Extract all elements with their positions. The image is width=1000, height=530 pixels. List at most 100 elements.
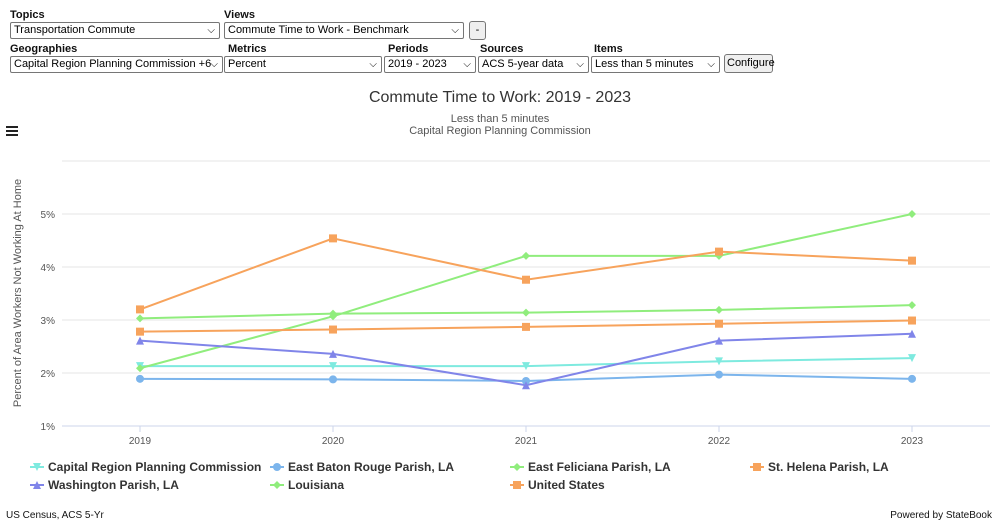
legend-label: East Baton Rouge Parish, LA (288, 460, 455, 474)
periods-control: Periods 2019 - 2023 ⌵ (384, 43, 476, 73)
chart-title: Commute Time to Work: 2019 - 2023 (368, 89, 632, 106)
data-point[interactable] (329, 325, 337, 334)
views-value: Commute Time to Work - Benchmark (228, 24, 409, 36)
legend-item[interactable]: St. Helena Parish, LA (750, 460, 889, 474)
data-point[interactable] (908, 354, 916, 363)
items-select[interactable]: Less than 5 minutes ⌵ (591, 56, 720, 73)
diamond-marker-icon (270, 481, 284, 489)
chart-subtitle-item: Less than 5 minutes (450, 113, 550, 125)
data-point[interactable] (329, 234, 337, 243)
data-point[interactable] (136, 305, 144, 314)
square-marker-icon (510, 481, 524, 489)
configure-button[interactable]: Configure (724, 54, 775, 73)
y-tick-label: 4% (41, 263, 56, 274)
series-line[interactable] (139, 213, 913, 370)
data-point[interactable] (908, 256, 916, 265)
data-point[interactable] (715, 247, 723, 256)
x-tick-label: 2023 (901, 436, 924, 447)
data-point[interactable] (522, 275, 530, 284)
data-point[interactable] (329, 309, 337, 318)
chevron-down-icon: ⌵ (463, 59, 471, 70)
remove-view-button[interactable]: - (469, 21, 486, 40)
legend-marker[interactable] (33, 481, 41, 489)
line-chart: 1% 2% 3% 4% 5% 2019 2020 2021 2022 2023 Percent o… (12, 160, 990, 447)
hamburger-icon[interactable] (6, 126, 18, 138)
topics-control: Topics Transportation Commute ⌵ (10, 9, 220, 39)
metrics-label: Metrics (228, 43, 267, 55)
data-point[interactable] (908, 301, 916, 310)
legend-marker[interactable] (513, 463, 521, 471)
data-point[interactable] (522, 308, 530, 317)
data-point[interactable] (908, 374, 916, 383)
chevron-down-icon: ⌵ (576, 59, 584, 70)
sources-value: ACS 5-year data (482, 58, 564, 70)
data-point[interactable] (715, 370, 723, 379)
square-marker-icon (750, 463, 764, 471)
data-point[interactable] (522, 251, 530, 260)
geographies-control: Geographies Capital Region Planning Comm… (10, 43, 223, 73)
metrics-select[interactable]: Percent ⌵ (224, 56, 382, 73)
data-point[interactable] (329, 349, 337, 358)
triangle-down-marker-icon (30, 463, 44, 471)
data-point[interactable] (329, 362, 337, 371)
data-point[interactable] (715, 319, 723, 328)
data-point[interactable] (136, 336, 144, 345)
diamond-marker-icon (510, 463, 524, 471)
data-point[interactable] (715, 336, 723, 345)
legend-marker[interactable] (33, 463, 41, 471)
x-tick-label: 2020 (322, 436, 345, 447)
source-note: US Census, ACS 5-Yr (6, 510, 104, 521)
periods-select[interactable]: 2019 - 2023 ⌵ (384, 56, 476, 73)
metrics-value: Percent (228, 58, 266, 70)
data-point[interactable] (136, 327, 144, 336)
data-point[interactable] (522, 376, 530, 385)
data-point[interactable] (908, 329, 916, 338)
legend-item[interactable]: United States (510, 478, 605, 492)
powered-by[interactable]: Powered by StateBook (890, 510, 992, 521)
sources-select[interactable]: ACS 5-year data ⌵ (478, 56, 589, 73)
data-point[interactable] (715, 305, 723, 314)
data-point[interactable] (136, 364, 144, 373)
legend-item[interactable]: East Feliciana Parish, LA (510, 460, 671, 474)
data-point[interactable] (908, 210, 916, 218)
legend-item[interactable]: Capital Region Planning Commission (30, 460, 261, 474)
triangle-marker-icon (30, 481, 44, 489)
legend-item[interactable]: Washington Parish, LA (30, 478, 179, 492)
data-point[interactable] (136, 314, 144, 323)
chevron-down-icon: ⌵ (210, 59, 218, 70)
legend-item[interactable]: Louisiana (270, 478, 344, 492)
legend-marker[interactable] (273, 481, 281, 489)
data-point[interactable] (522, 362, 530, 371)
legend-label: Capital Region Planning Commission (48, 460, 262, 474)
geographies-select[interactable]: Capital Region Planning Commission +6 ⌵ (10, 56, 223, 73)
data-point[interactable] (522, 322, 530, 331)
legend-marker[interactable] (513, 481, 521, 489)
x-tick-label: 2019 (129, 436, 152, 447)
data-point[interactable] (329, 375, 337, 384)
legend-marker[interactable] (273, 463, 281, 471)
y-tick-label: 5% (41, 210, 56, 221)
views-select[interactable]: Commute Time to Work - Benchmark ⌵ (224, 22, 464, 39)
items-label: Items (594, 43, 623, 55)
legend-label: St. Helena Parish, LA (768, 460, 889, 474)
geographies-value: Capital Region Planning Commission +6 (14, 58, 212, 70)
data-point[interactable] (908, 316, 916, 325)
chevron-down-icon: ⌵ (207, 25, 215, 36)
x-tick-label: 2022 (708, 436, 731, 447)
legend-item[interactable]: East Baton Rouge Parish, LA (270, 460, 454, 474)
legend-marker[interactable] (753, 463, 761, 471)
legend-label: East Feliciana Parish, LA (528, 460, 671, 474)
series-line[interactable] (139, 237, 913, 311)
y-tick-label: 3% (41, 316, 56, 327)
y-tick-label: 2% (41, 369, 56, 380)
topics-select[interactable]: Transportation Commute ⌵ (10, 22, 220, 39)
sources-control: Sources ACS 5-year data ⌵ (478, 43, 589, 73)
data-point[interactable] (715, 357, 723, 366)
periods-value: 2019 - 2023 (388, 58, 447, 70)
data-point[interactable] (136, 374, 144, 383)
legend-label: Washington Parish, LA (48, 478, 179, 492)
x-tick-label: 2021 (515, 436, 538, 447)
legend-label: Louisiana (288, 478, 345, 492)
chevron-down-icon: ⌵ (451, 25, 459, 36)
data-point[interactable] (522, 381, 530, 390)
